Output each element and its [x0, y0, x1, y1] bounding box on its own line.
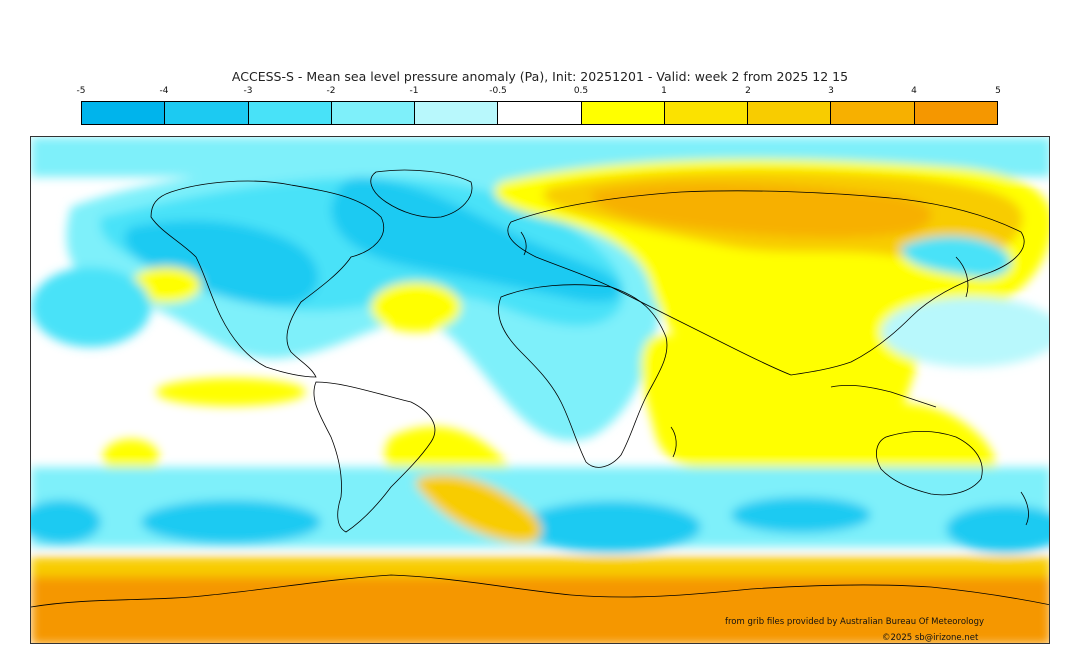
- colorbar-swatch: [581, 102, 665, 124]
- indian-ocean-positive-anomaly: [641, 334, 898, 493]
- colorbar-swatch: [82, 102, 166, 124]
- colorbar-swatch: [831, 102, 915, 124]
- colorbar-tick-labels: -5 -4 -3 -2 -1 -0.5 0.5 1 2 3 4 5: [0, 86, 1080, 100]
- eurasia-outline: [507, 190, 1025, 376]
- colorbar-swatch: [165, 102, 249, 124]
- uk-outline: [520, 231, 527, 256]
- canada-negative-core: [124, 220, 319, 306]
- colorbar-swatch: [248, 102, 332, 124]
- siberia-positive-core: [591, 182, 932, 238]
- colorbar-tick: 5: [995, 86, 1001, 96]
- anomaly-map-canvas: [31, 137, 1049, 643]
- colorbar-swatch: [748, 102, 832, 124]
- colorbar-tick: 1: [661, 86, 667, 96]
- colorbar-swatch: [498, 102, 582, 124]
- colorbar-legend: [81, 101, 998, 125]
- west-pacific-negative-area: [881, 297, 1049, 367]
- colorbar-tick: -3: [243, 86, 253, 96]
- greenland-outline: [370, 169, 473, 218]
- colorbar-tick: -2: [326, 86, 336, 96]
- south-pacific-positive-blob: [103, 439, 159, 475]
- antarctica-coastline: [31, 574, 1049, 608]
- copyright-credit: ©2025 sb@irizone.net: [882, 633, 979, 643]
- colorbar-swatch: [331, 102, 416, 124]
- colorbar-tick: 4: [911, 86, 917, 96]
- south-pacific-negative-core: [141, 500, 321, 544]
- south-atlantic-positive-tongue: [415, 474, 542, 543]
- south-america-outline: [313, 381, 436, 533]
- colorbar-tick: 0.5: [573, 86, 589, 96]
- australia-outline: [876, 431, 983, 496]
- south-indian-negative-core: [731, 497, 871, 533]
- new-zealand-outline: [1020, 491, 1029, 526]
- madagascar-outline: [670, 426, 677, 458]
- colorbar-tick: 2: [745, 86, 751, 96]
- indonesia-outline: [830, 384, 937, 408]
- pacific-negative-area: [31, 267, 151, 347]
- north-america-outline: [150, 180, 384, 378]
- north-atlantic-negative-core: [331, 177, 622, 303]
- continent-outlines: [150, 169, 1029, 533]
- data-source-credit: from grib files provided by Australian B…: [725, 617, 985, 627]
- colorbar-swatch: [914, 102, 997, 124]
- south-atlantic-negative-core: [521, 501, 701, 553]
- atlantic-positive-blob: [371, 282, 461, 332]
- colorbar-tick: 3: [828, 86, 834, 96]
- colorbar-swatch: [415, 102, 499, 124]
- pacific-edge-negative-core: [31, 500, 101, 544]
- colorbar-tick: -0.5: [489, 86, 507, 96]
- east-pacific-positive-blob: [156, 378, 306, 406]
- colorbar-tick: -5: [76, 86, 86, 96]
- antarctic-positive-core: [31, 577, 1049, 643]
- japan-outline: [955, 256, 969, 298]
- tasman-negative-core: [946, 505, 1049, 553]
- colorbar-tick: -1: [409, 86, 419, 96]
- africa-outline: [498, 284, 668, 468]
- anomaly-map: [30, 136, 1050, 644]
- chart-title: ACCESS-S - Mean sea level pressure anoma…: [231, 69, 849, 84]
- colorbar-swatch: [664, 102, 749, 124]
- colorbar-tick: -4: [159, 86, 169, 96]
- north-pacific-positive-blob: [131, 267, 201, 303]
